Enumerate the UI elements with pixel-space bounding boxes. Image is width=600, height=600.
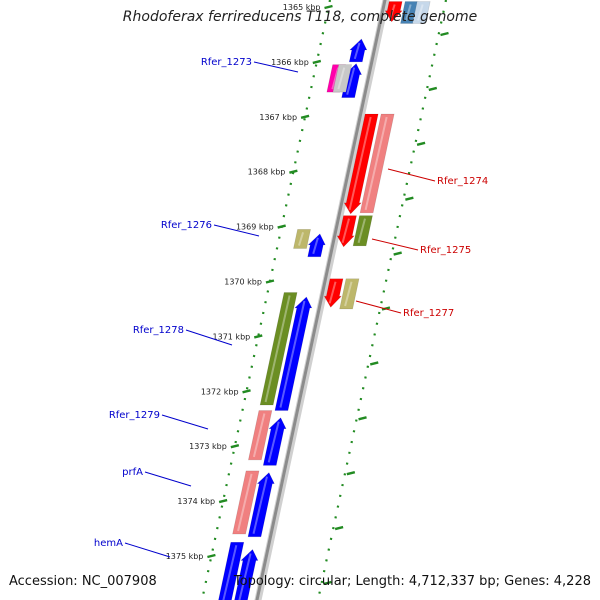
gene-feature[interactable]: [384, 1, 403, 23]
ruler-tick: [253, 334, 263, 339]
gene-label[interactable]: hemA: [94, 538, 123, 549]
gene-feature[interactable]: [259, 292, 298, 406]
ruler-label: 1374 kbp: [177, 497, 215, 506]
gene-feature[interactable]: [307, 233, 326, 258]
label-leader-line: [355, 300, 402, 314]
gene-feature-highlight: [328, 281, 337, 304]
gene-label[interactable]: Rfer_1276: [161, 220, 212, 231]
gene-feature[interactable]: [359, 113, 395, 214]
label-leader-line: [124, 542, 171, 558]
ruler-tick-right: [416, 141, 426, 146]
gene-feature-highlight: [353, 42, 361, 60]
gene-feature-highlight: [222, 545, 238, 600]
gene-feature[interactable]: [412, 1, 431, 24]
ruler-tick: [218, 498, 228, 504]
gene-feature-highlight: [279, 300, 306, 408]
ruler-tick-right: [369, 361, 379, 366]
ruler-tick: [230, 444, 240, 449]
gene-label[interactable]: Rfer_1279: [109, 410, 160, 421]
gene-feature[interactable]: [262, 417, 287, 466]
ruler-tick-right: [334, 525, 344, 531]
gene-feature[interactable]: [336, 215, 357, 248]
ruler-tick: [277, 224, 286, 229]
gene-feature-highlight: [267, 421, 280, 463]
backbone-line: [255, 0, 387, 600]
gene-feature-highlight: [348, 116, 372, 211]
gene-feature[interactable]: [248, 410, 273, 461]
ruler-label: 1365 kbp: [283, 3, 321, 12]
gene-feature-highlight: [312, 237, 319, 255]
label-leader-line: [253, 61, 299, 73]
gene-feature[interactable]: [247, 472, 275, 538]
gene-label[interactable]: Rfer_1277: [403, 308, 454, 319]
topology-text: Topology: circular; Length: 4,712,337 bp…: [233, 574, 591, 589]
ruler-label: 1370 kbp: [224, 278, 262, 287]
ruler-label: 1373 kbp: [189, 442, 227, 451]
ruler-label: 1372 kbp: [201, 387, 239, 396]
gene-feature[interactable]: [348, 38, 368, 63]
gene-feature-highlight: [364, 116, 388, 211]
ruler-tick: [312, 59, 322, 65]
gene-feature[interactable]: [339, 278, 360, 310]
ruler-tick: [300, 114, 310, 119]
map-title: Rhodoferax ferrireducens T118, complete …: [122, 9, 478, 25]
label-leader-line: [185, 329, 233, 346]
gene-feature-highlight: [238, 553, 252, 600]
gene-feature-highlight: [337, 67, 346, 90]
gene-label[interactable]: Rfer_1275: [420, 245, 471, 256]
ruler-tick: [265, 279, 275, 284]
gene-feature[interactable]: [332, 64, 353, 93]
gene-feature-highlight: [252, 476, 268, 535]
ruler-label: 1375 kbp: [166, 552, 204, 561]
label-leader-line: [387, 168, 436, 182]
ruler-tick-right: [323, 580, 332, 586]
ruler-label: 1371 kbp: [213, 332, 251, 341]
ruler-label: 1368 kbp: [248, 168, 286, 177]
gene-feature-highlight: [346, 67, 356, 95]
gene-feature-highlight: [405, 4, 412, 21]
gene-feature[interactable]: [343, 113, 379, 215]
gene-label[interactable]: Rfer_1278: [133, 325, 184, 336]
gene-label[interactable]: Rfer_1274: [437, 176, 488, 187]
label-leader-line: [144, 471, 192, 487]
ruler-label: 1369 kbp: [236, 223, 274, 232]
ruler-label: 1367 kbp: [259, 113, 297, 122]
ruler-tick-right: [405, 196, 414, 201]
gene-label[interactable]: Rfer_1273: [201, 57, 252, 68]
gene-feature[interactable]: [323, 278, 344, 308]
accession-text: Accession: NC_007908: [9, 574, 157, 589]
ruler-tick-right: [428, 86, 438, 92]
ruler-tick: [289, 169, 298, 174]
label-leader-line: [161, 414, 209, 430]
gene-feature-highlight: [417, 4, 424, 21]
gene-feature-highlight: [252, 413, 266, 458]
gene-feature-highlight: [264, 295, 291, 403]
gene-feature[interactable]: [233, 549, 259, 600]
ruler-label: 1366 kbp: [271, 58, 309, 67]
ruler-tick-right: [393, 251, 402, 256]
gene-feature-highlight: [331, 67, 340, 90]
ruler-tick-right: [358, 416, 367, 421]
label-leader-line: [371, 238, 419, 251]
gene-feature[interactable]: [293, 229, 311, 249]
gene-feature-highlight: [237, 473, 253, 532]
gene-feature-highlight: [357, 218, 366, 244]
label-leader-line: [213, 224, 260, 237]
ruler-tick-right: [346, 471, 356, 476]
gene-feature-highlight: [344, 281, 353, 307]
gene-feature[interactable]: [232, 470, 260, 535]
ruler-tick-right: [440, 31, 449, 37]
gene-feature-highlight: [389, 4, 396, 19]
gene-feature[interactable]: [352, 215, 373, 247]
ruler-tick: [242, 389, 251, 394]
ruler-tick: [324, 4, 333, 10]
gene-feature[interactable]: [217, 541, 245, 600]
gene-feature-highlight: [298, 232, 305, 246]
gene-label[interactable]: prfA: [122, 467, 143, 478]
ruler-tick: [207, 553, 216, 559]
gene-feature-highlight: [341, 218, 350, 244]
gene-feature[interactable]: [274, 296, 313, 411]
